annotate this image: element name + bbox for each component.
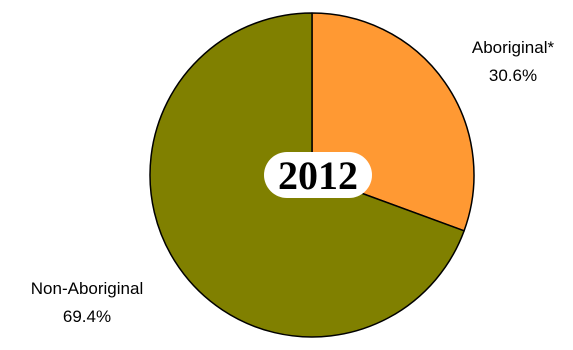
slice-label-aboriginal-value: 30.6% (489, 66, 537, 85)
center-year-badge: 2012 (264, 152, 372, 198)
slice-label-aboriginal: Aboriginal* 30.6% (472, 38, 555, 85)
center-year-label: 2012 (278, 153, 358, 198)
slice-label-non-aboriginal-value: 69.4% (63, 307, 111, 326)
slice-label-aboriginal-name: Aboriginal* (472, 38, 555, 57)
slice-label-non-aboriginal: Non-Aboriginal 69.4% (31, 279, 143, 326)
slice-label-non-aboriginal-name: Non-Aboriginal (31, 279, 143, 298)
center-badge-background (264, 152, 372, 198)
